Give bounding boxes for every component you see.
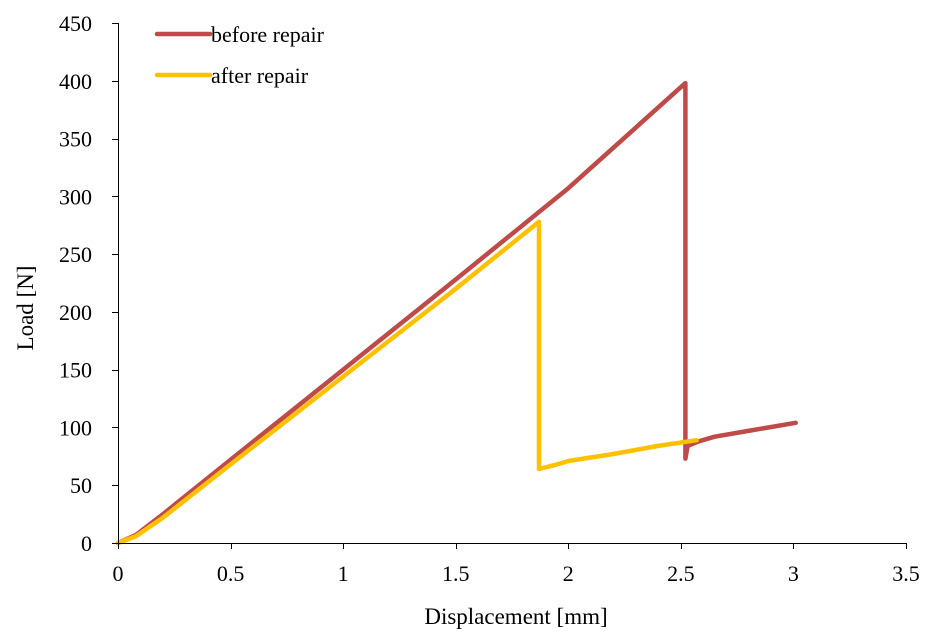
axes-layer xyxy=(118,23,906,544)
y-tick-label: 450 xyxy=(59,11,92,36)
x-tick-label: 3.5 xyxy=(892,561,920,586)
y-axis-title: Load [N] xyxy=(13,266,38,351)
x-axis-title: Displacement [mm] xyxy=(424,604,607,629)
y-tick-label: 150 xyxy=(59,358,92,383)
y-tick-label: 200 xyxy=(59,300,92,325)
y-tick-label: 100 xyxy=(59,415,92,440)
x-tick-label: 2.5 xyxy=(667,561,695,586)
series-line-before-repair xyxy=(115,80,798,546)
x-tick-label: 1 xyxy=(338,561,349,586)
y-tick-label: 250 xyxy=(59,242,92,267)
y-tick-label: 0 xyxy=(81,531,92,556)
legend-label-before-repair: before repair xyxy=(211,22,325,47)
y-tick-label: 350 xyxy=(59,127,92,152)
y-tick-label: 400 xyxy=(59,69,92,94)
x-tick-label: 3 xyxy=(788,561,799,586)
series-line-after-repair xyxy=(115,219,699,546)
y-axis-ticks: 0 50 100 150 200 250 300 350 400 450 xyxy=(59,11,118,556)
legend: before repair after repair xyxy=(154,22,325,88)
x-axis-ticks: 0 0.5 1 1.5 2 2.5 3 3.5 xyxy=(113,543,920,586)
y-tick-label: 50 xyxy=(70,473,92,498)
y-tick-label: 300 xyxy=(59,184,92,209)
series-layer xyxy=(115,80,798,546)
x-tick-label: 0.5 xyxy=(217,561,245,586)
x-tick-label: 1.5 xyxy=(442,561,470,586)
x-tick-label: 2 xyxy=(563,561,574,586)
legend-label-after-repair: after repair xyxy=(211,63,309,88)
x-tick-label: 0 xyxy=(113,561,124,586)
